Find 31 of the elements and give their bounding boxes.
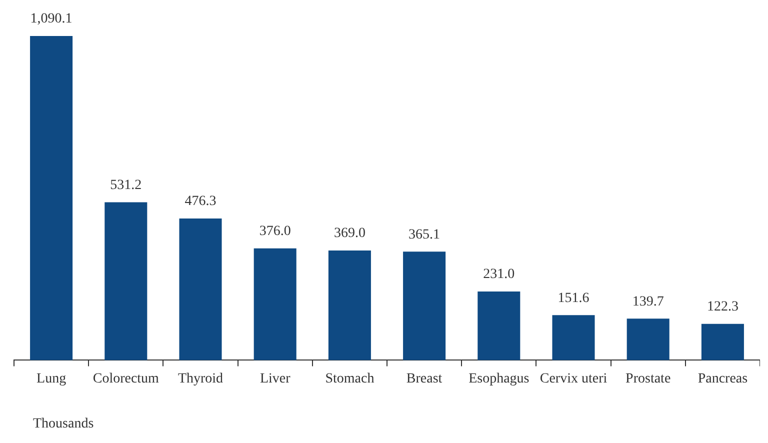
x-tick-label: Thyroid <box>178 371 224 386</box>
x-tick-label: Lung <box>36 371 66 386</box>
bar <box>254 248 296 360</box>
data-label: 365.1 <box>408 227 440 242</box>
data-label: 531.2 <box>110 178 142 193</box>
data-label: 151.6 <box>558 290 590 306</box>
x-tick-label: Colorectum <box>92 371 160 386</box>
data-label: 376.0 <box>259 224 291 240</box>
x-tick-label: Cervix uteri <box>540 371 608 386</box>
bar <box>30 36 73 360</box>
bar <box>104 202 148 360</box>
data-label: 369.0 <box>334 226 366 242</box>
data-label: 1,090.1 <box>30 12 72 27</box>
text: Thousands <box>33 416 94 432</box>
data-label: 139.7 <box>632 294 664 310</box>
bar <box>626 318 670 360</box>
x-tick-label: Pancreas <box>698 371 748 386</box>
bar <box>328 250 371 360</box>
x-tick-label: Esophagus <box>468 371 530 386</box>
data-label: 122.3 <box>706 300 738 314</box>
bar <box>552 315 595 360</box>
bar <box>403 252 446 360</box>
x-tick-label: Liver <box>260 371 291 386</box>
bar <box>701 324 744 360</box>
x-tick-label: Stomach <box>325 371 374 386</box>
data-label: 476.3 <box>184 194 216 210</box>
x-tick-label: Breast <box>406 371 442 386</box>
x-tick-label: Prostate <box>626 371 671 386</box>
data-label: 231.0 <box>483 267 515 282</box>
bar <box>179 218 222 360</box>
bar <box>478 292 520 360</box>
